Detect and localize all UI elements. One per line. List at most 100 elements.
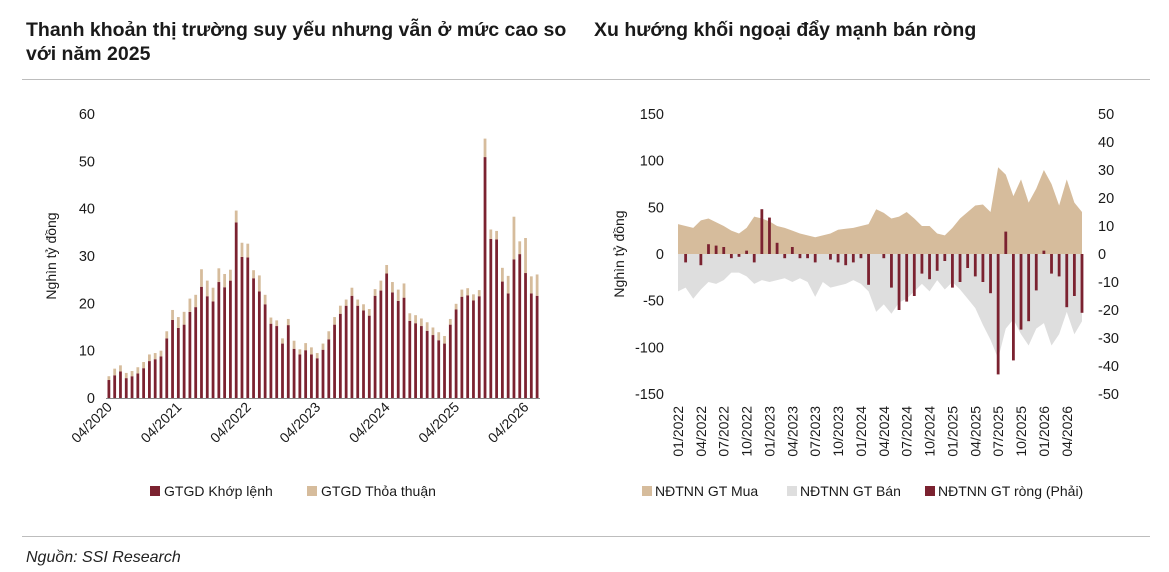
bar-net — [836, 254, 840, 263]
bar-net — [867, 254, 870, 285]
bar-net — [920, 254, 924, 274]
bar-khop-lenh — [205, 296, 209, 398]
bar-khop-lenh — [333, 324, 336, 398]
bar-net — [768, 217, 771, 254]
bar-khop-lenh — [396, 300, 400, 398]
bar-thoa-thuan — [414, 315, 417, 324]
x-tick-label: 07/2023 — [807, 406, 823, 457]
y2-tick-label: 20 — [1098, 191, 1114, 207]
x-tick-label: 04/2023 — [784, 406, 800, 457]
bar-khop-lenh — [217, 282, 221, 398]
bar-khop-lenh — [211, 301, 215, 398]
bar-net — [1057, 254, 1061, 277]
bar-khop-lenh — [246, 257, 250, 398]
bar-net — [859, 254, 863, 259]
bar-net — [783, 254, 787, 259]
bar-khop-lenh — [119, 371, 122, 398]
bar-khop-lenh — [310, 354, 313, 398]
bar-net — [1034, 254, 1038, 291]
bar-khop-lenh — [153, 359, 157, 398]
bar-thoa-thuan — [385, 264, 389, 274]
bar-net — [996, 254, 1000, 375]
bar-net — [798, 254, 802, 259]
bar-thoa-thuan — [263, 294, 267, 305]
bar-thoa-thuan — [338, 305, 342, 314]
bar-net — [1065, 254, 1069, 308]
bar-khop-lenh — [182, 324, 186, 398]
bar-khop-lenh — [344, 305, 348, 398]
bar-khop-lenh — [327, 339, 331, 398]
bar-thoa-thuan — [205, 280, 209, 297]
x-tick-label: 01/2024 — [853, 406, 869, 457]
bar-thoa-thuan — [153, 353, 157, 360]
bar-net — [1011, 254, 1015, 361]
bar-thoa-thuan — [304, 343, 308, 351]
x-tick-label: 04/2024 — [876, 406, 892, 457]
bar-khop-lenh — [269, 323, 273, 398]
bar-thoa-thuan — [460, 289, 464, 297]
bar-thoa-thuan — [182, 311, 186, 325]
bar-khop-lenh — [240, 256, 244, 398]
legend-label: GTGD Khớp lệnh — [164, 483, 273, 499]
x-tick-label: 04/2025 — [967, 406, 983, 457]
bar-net — [1027, 254, 1031, 322]
bar-thoa-thuan — [281, 338, 284, 344]
bar-thoa-thuan — [437, 332, 441, 341]
y2-tick-label: -50 — [1098, 387, 1119, 403]
legend-swatch — [307, 486, 317, 496]
bar-net — [1019, 254, 1023, 330]
bar-thoa-thuan — [240, 242, 244, 257]
bar-net — [707, 244, 710, 254]
legend-swatch — [925, 486, 935, 496]
bar-khop-lenh — [385, 273, 389, 398]
bar-khop-lenh — [391, 292, 394, 398]
bar-net — [790, 247, 794, 254]
bar-net — [722, 247, 726, 254]
bar-thoa-thuan — [176, 317, 180, 328]
bar-net — [752, 254, 756, 263]
y2-tick-label: 30 — [1098, 163, 1114, 179]
y-tick-label: 20 — [79, 296, 95, 312]
x-tick-label: 01/2025 — [944, 406, 960, 457]
bar-thoa-thuan — [246, 243, 250, 258]
x-tick-label: 07/2025 — [990, 406, 1006, 457]
y-tick-label: -100 — [635, 340, 664, 356]
bar-khop-lenh — [159, 356, 163, 398]
bar-thoa-thuan — [391, 282, 394, 293]
bar-khop-lenh — [529, 293, 533, 398]
bar-thoa-thuan — [327, 331, 331, 340]
bar-net — [844, 254, 848, 266]
bar-net — [943, 254, 947, 261]
bar-thoa-thuan — [431, 327, 435, 336]
bar-net — [905, 254, 909, 302]
bar-khop-lenh — [107, 380, 111, 398]
bar-thoa-thuan — [286, 318, 290, 326]
bar-khop-lenh — [437, 340, 441, 398]
bar-khop-lenh — [188, 311, 192, 398]
x-tick-label: 07/2022 — [716, 406, 732, 457]
bar-net — [851, 254, 855, 263]
bar-thoa-thuan — [119, 365, 122, 372]
bar-khop-lenh — [350, 295, 354, 398]
area-ban — [678, 254, 1082, 359]
x-tick-label: 04/2022 — [693, 406, 709, 457]
bar-khop-lenh — [460, 296, 464, 398]
bar-net — [958, 254, 962, 282]
y2-tick-label: 50 — [1098, 107, 1114, 123]
bar-thoa-thuan — [194, 294, 198, 308]
bar-khop-lenh — [489, 238, 493, 398]
bar-thoa-thuan — [477, 290, 481, 297]
bar-thoa-thuan — [229, 269, 232, 281]
bar-thoa-thuan — [350, 287, 354, 296]
legend-swatch — [642, 486, 652, 496]
bar-net — [897, 254, 901, 310]
bar-net — [981, 254, 985, 282]
bar-thoa-thuan — [448, 318, 452, 325]
bar-khop-lenh — [524, 273, 527, 398]
bar-khop-lenh — [298, 354, 302, 398]
bar-thoa-thuan — [171, 309, 174, 320]
bar-khop-lenh — [356, 305, 360, 398]
bar-thoa-thuan — [148, 354, 151, 362]
bar-thoa-thuan — [107, 376, 111, 381]
